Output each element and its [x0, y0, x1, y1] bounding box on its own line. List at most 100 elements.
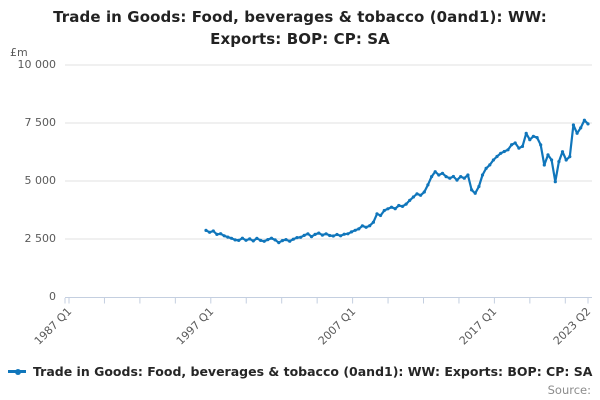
data-point [389, 205, 394, 209]
data-point [462, 176, 466, 180]
data-point [582, 118, 587, 122]
data-point [455, 178, 459, 182]
data-point [411, 195, 415, 199]
data-point [229, 236, 234, 240]
data-point [524, 131, 528, 135]
data-point [499, 151, 503, 155]
data-point [466, 173, 470, 177]
data-point [324, 232, 328, 236]
data-point [240, 236, 244, 240]
y-axis-unit-label: £m [10, 46, 28, 59]
data-point [419, 193, 423, 197]
data-point [371, 220, 375, 224]
data-point [506, 148, 510, 152]
data-point [255, 236, 259, 240]
legend-series-label: Trade in Goods: Food, beverages & tobacc… [33, 364, 593, 379]
data-point [219, 232, 223, 236]
data-point [331, 234, 335, 238]
data-point [404, 202, 408, 206]
chart-title-line-2: Exports: BOP: CP: SA [210, 30, 390, 48]
data-point [357, 227, 361, 231]
data-point [346, 232, 350, 236]
data-point [349, 230, 354, 234]
data-point [513, 141, 517, 145]
data-point [364, 225, 368, 229]
data-point [495, 154, 499, 159]
data-point [393, 207, 397, 211]
data-point [211, 229, 215, 233]
data-point [528, 138, 532, 142]
data-point [313, 232, 317, 236]
data-point [542, 163, 546, 167]
data-point [237, 238, 241, 242]
chart-title-line-1: Trade in Goods: Food, beverages & tobacc… [53, 8, 547, 26]
data-point [368, 224, 372, 228]
data-point [539, 143, 543, 147]
data-point [459, 175, 463, 179]
data-point [426, 183, 430, 187]
data-point [339, 234, 343, 238]
data-point [510, 143, 514, 147]
data-point [415, 192, 419, 196]
data-point [502, 149, 506, 154]
data-point [473, 191, 477, 195]
y-axis-tick-label: 10 000 [17, 58, 57, 71]
data-point [299, 235, 303, 239]
data-point [273, 238, 277, 242]
data-point [204, 228, 208, 232]
data-point [320, 233, 324, 237]
data-point [451, 174, 455, 179]
data-point [251, 239, 255, 243]
data-point [579, 126, 583, 130]
data-point [379, 213, 383, 218]
data-point [437, 173, 441, 177]
data-point [295, 236, 299, 240]
data-point [262, 239, 266, 243]
data-point [288, 239, 292, 243]
data-point [382, 208, 386, 213]
data-point [302, 233, 306, 237]
data-point [433, 170, 437, 174]
data-point [408, 198, 412, 202]
data-point [480, 173, 485, 177]
data-point [284, 238, 288, 242]
y-axis-tick-label: 0 [49, 290, 56, 303]
data-point [277, 241, 281, 245]
data-point [444, 175, 448, 179]
data-point [309, 235, 314, 239]
data-point [520, 144, 525, 148]
source-label: Source: [547, 383, 591, 397]
data-point [557, 160, 561, 164]
data-point [259, 238, 263, 242]
data-point [546, 153, 550, 157]
data-point [280, 239, 284, 243]
legend: Trade in Goods: Food, beverages & tobacc… [8, 364, 598, 379]
data-point [586, 122, 590, 126]
data-point [317, 231, 321, 235]
data-point [422, 190, 426, 194]
data-point [470, 188, 474, 192]
data-point [353, 228, 357, 232]
data-point [568, 155, 572, 159]
data-point [484, 166, 488, 170]
data-line [204, 119, 590, 244]
data-point [488, 163, 492, 167]
data-point [386, 207, 390, 211]
data-point [248, 237, 252, 241]
data-point [208, 230, 212, 234]
data-point [430, 175, 434, 179]
data-point [306, 232, 310, 236]
data-point [571, 123, 576, 127]
data-point [335, 232, 339, 237]
legend-line-marker [8, 368, 26, 375]
data-point [291, 237, 295, 241]
data-point [575, 131, 579, 135]
data-point [553, 180, 557, 184]
data-point [491, 158, 495, 162]
data-point [477, 184, 481, 189]
data-point [328, 233, 332, 238]
data-point [226, 235, 230, 239]
data-point [215, 232, 219, 236]
data-point [440, 171, 445, 175]
